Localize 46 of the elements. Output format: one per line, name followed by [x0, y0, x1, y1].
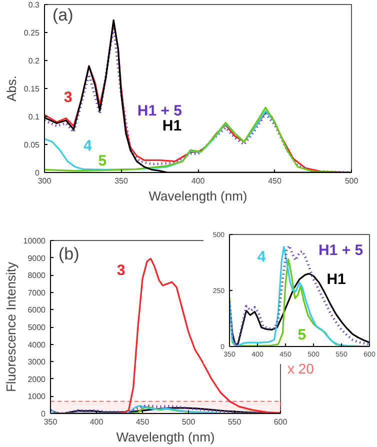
- y-tick-label: 9000: [28, 254, 46, 263]
- chart-title: (a): [52, 6, 74, 24]
- x-tick-label: 350: [114, 176, 128, 186]
- y-tick-label: 0.15: [24, 84, 40, 94]
- x-tick-label: 600: [274, 418, 288, 426]
- annotation: 3: [64, 89, 72, 106]
- x-tick-label: 300: [38, 176, 52, 186]
- annotation: 3: [116, 262, 126, 279]
- x-tick-label: 400: [191, 176, 206, 186]
- y-axis-title: Abs.: [4, 75, 19, 102]
- x-tick-label: 500: [182, 418, 196, 426]
- y-axis-title: Fluorescence Intensity: [3, 261, 18, 392]
- x-tick-label: 450: [136, 418, 150, 426]
- y-tick-label: 1000: [28, 392, 46, 402]
- y-tick-label: 0.2: [28, 56, 40, 66]
- y-tick-label: 10000: [23, 236, 46, 246]
- y-tick-label: 0.3: [28, 0, 40, 10]
- y-tick-label: 8000: [28, 271, 46, 280]
- x-tick-label: 550: [228, 418, 242, 426]
- x-tick-label: 400: [90, 418, 104, 426]
- y-tick-label: 0: [41, 410, 46, 418]
- y-tick-label: 0.25: [24, 28, 40, 38]
- y-tick-label: 0.05: [24, 140, 40, 150]
- annotation: H1 + 5: [318, 242, 364, 260]
- y-tick-label: 4000: [28, 340, 46, 350]
- y-tick-label: 7000: [28, 288, 46, 298]
- y-tick-label: 3000: [28, 358, 46, 367]
- y-tick-label: 5000: [28, 323, 46, 332]
- annotation: 5: [298, 326, 306, 344]
- annotation: H1 + 5: [137, 102, 182, 120]
- annotation: 4: [83, 138, 92, 154]
- annotation: H1: [162, 117, 182, 134]
- x-axis-title: Wavelength (nm): [148, 188, 248, 204]
- annotation: 4: [257, 248, 266, 266]
- band-label: x 20: [288, 360, 314, 376]
- x-axis-title: Wavelength (nm): [116, 430, 215, 444]
- x-tick-label: 500: [344, 176, 359, 186]
- annotation: H1: [326, 271, 346, 288]
- annotation: 5: [98, 152, 107, 170]
- y-tick-label: 0.1: [28, 112, 40, 122]
- x-tick-label: 350: [44, 418, 58, 426]
- x-tick-label: 450: [268, 176, 282, 186]
- y-tick-label: 2000: [28, 374, 46, 384]
- y-tick-label: 6000: [28, 306, 46, 315]
- chart-title: (b): [58, 244, 80, 264]
- y-tick-label: 0: [35, 168, 40, 178]
